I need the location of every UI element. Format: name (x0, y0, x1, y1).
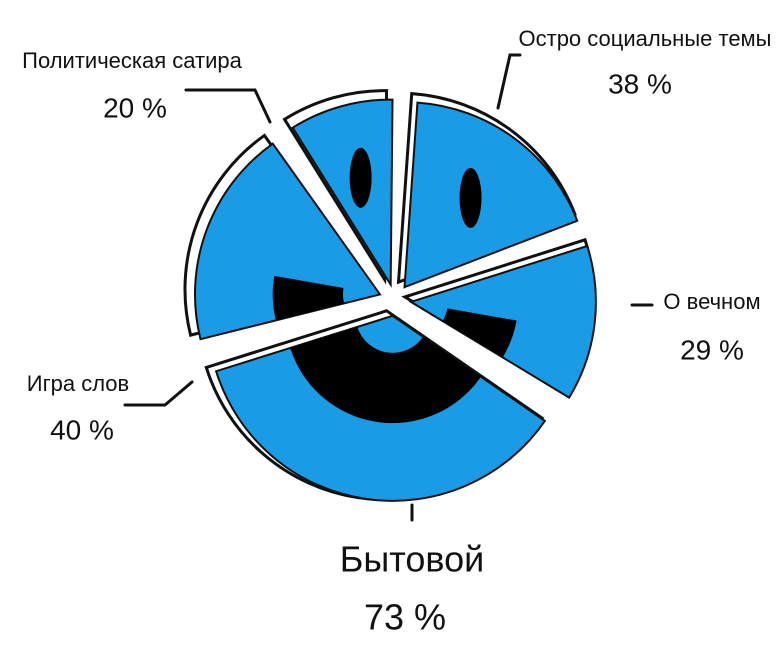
leader-line (496, 53, 522, 110)
value-label: 73 % (364, 597, 446, 638)
category-label: Остро социальные темы (519, 26, 772, 51)
smile (272, 275, 345, 321)
value-label: 20 % (103, 92, 167, 123)
pie (183, 89, 597, 502)
leader-line (123, 380, 194, 407)
category-label: О вечном (663, 289, 760, 314)
value-label: 29 % (680, 334, 744, 365)
wedge (403, 101, 579, 289)
smile (290, 326, 481, 424)
eye (349, 147, 372, 208)
value-label: 38 % (608, 68, 672, 99)
leader-line (184, 88, 272, 124)
category-label: Игра слов (27, 371, 129, 396)
wedge (291, 98, 394, 289)
category-label: Политическая сатира (22, 48, 242, 73)
category-label: Бытовой (340, 539, 484, 580)
smile (442, 308, 517, 358)
eye (459, 167, 482, 228)
value-label: 40 % (50, 414, 114, 445)
